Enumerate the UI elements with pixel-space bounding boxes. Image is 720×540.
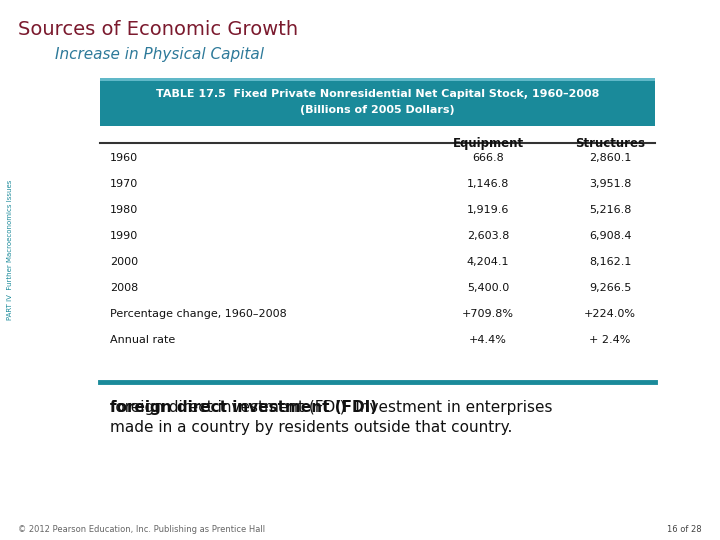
Bar: [100, 78, 655, 81]
Text: TABLE 17.5  Fixed Private Nonresidential Net Capital Stock, 1960–2008: TABLE 17.5 Fixed Private Nonresidential …: [156, 89, 599, 99]
Text: (Billions of 2005 Dollars): (Billions of 2005 Dollars): [300, 105, 455, 115]
Text: 5,216.8: 5,216.8: [589, 205, 631, 215]
Bar: [100, 78, 655, 126]
Text: © 2012 Pearson Education, Inc. Publishing as Prentice Hall: © 2012 Pearson Education, Inc. Publishin…: [18, 525, 265, 534]
Text: 2,603.8: 2,603.8: [467, 231, 509, 241]
Text: 3,951.8: 3,951.8: [589, 179, 631, 189]
Text: foreign direct investment (FDI): foreign direct investment (FDI): [110, 400, 377, 415]
Text: 6,908.4: 6,908.4: [589, 231, 631, 241]
Text: 2008: 2008: [110, 283, 138, 293]
Text: 9,266.5: 9,266.5: [589, 283, 631, 293]
Text: Percentage change, 1960–2008: Percentage change, 1960–2008: [110, 309, 287, 319]
Text: + 2.4%: + 2.4%: [589, 335, 631, 345]
Text: 1970: 1970: [110, 179, 138, 189]
Text: 2000: 2000: [110, 257, 138, 267]
Text: Sources of Economic Growth: Sources of Economic Growth: [18, 20, 298, 39]
Text: 16 of 28: 16 of 28: [667, 525, 702, 534]
Text: PART IV  Further Macroeconomics Issues: PART IV Further Macroeconomics Issues: [7, 180, 13, 320]
Text: Increase in Physical Capital: Increase in Physical Capital: [55, 47, 264, 62]
Text: 1,919.6: 1,919.6: [467, 205, 509, 215]
Text: +4.4%: +4.4%: [469, 335, 507, 345]
Text: Structures: Structures: [575, 137, 645, 150]
Text: 5,400.0: 5,400.0: [467, 283, 509, 293]
Text: 4,204.1: 4,204.1: [467, 257, 509, 267]
Text: 1990: 1990: [110, 231, 138, 241]
Text: 666.8: 666.8: [472, 153, 504, 163]
Text: +709.8%: +709.8%: [462, 309, 514, 319]
Text: 2,860.1: 2,860.1: [589, 153, 631, 163]
Text: Annual rate: Annual rate: [110, 335, 175, 345]
Text: 1,146.8: 1,146.8: [467, 179, 509, 189]
Text: Equipment: Equipment: [452, 137, 523, 150]
Text: foreign direct investment (FDI)  Investment in enterprises
made in a country by : foreign direct investment (FDI) Investme…: [110, 400, 552, 435]
Text: 8,162.1: 8,162.1: [589, 257, 631, 267]
Text: +224.0%: +224.0%: [584, 309, 636, 319]
Text: 1960: 1960: [110, 153, 138, 163]
Text: 1980: 1980: [110, 205, 138, 215]
